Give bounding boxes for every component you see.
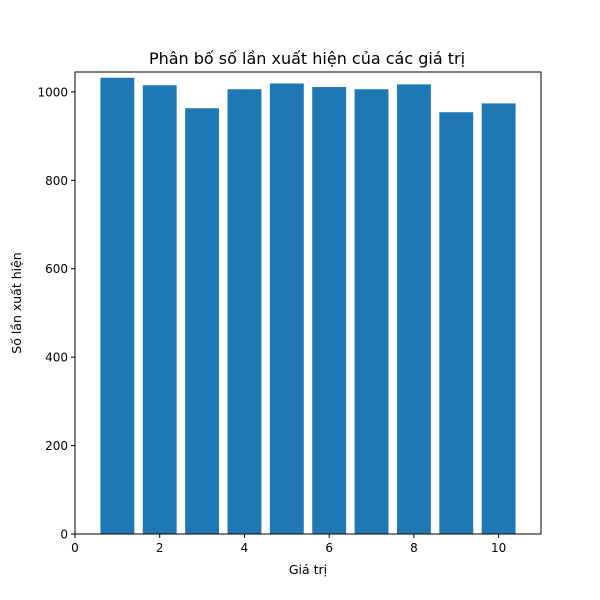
x-axis-label: Giá trị xyxy=(289,562,327,577)
bar-6 xyxy=(312,87,347,534)
y-tick-label: 200 xyxy=(45,439,68,453)
x-tick-label: 6 xyxy=(325,541,333,555)
plot-frame xyxy=(74,71,542,535)
bar-8 xyxy=(396,84,431,534)
bar-10 xyxy=(481,103,516,534)
bar-7 xyxy=(354,89,389,535)
x-axis-ticks: 0 2 4 6 8 10 xyxy=(71,534,506,555)
x-tick-label: 4 xyxy=(241,541,249,555)
bar-2 xyxy=(142,85,177,534)
bars-group xyxy=(100,77,516,535)
chart-title: Phân bố số lần xuất hiện của các giá trị xyxy=(149,49,465,68)
y-tick-label: 0 xyxy=(60,528,68,542)
bar-5 xyxy=(269,83,304,535)
x-tick-label: 0 xyxy=(71,541,79,555)
y-axis-ticks: 0 200 400 600 800 1000 xyxy=(37,85,75,542)
y-tick-label: 800 xyxy=(45,174,68,188)
x-tick-label: 8 xyxy=(410,541,418,555)
x-tick-label: 10 xyxy=(491,541,506,555)
y-tick-label: 1000 xyxy=(37,85,68,99)
y-axis-label: Số lần xuất hiện xyxy=(9,252,24,353)
bar-4 xyxy=(227,89,262,535)
x-tick-label: 2 xyxy=(156,541,164,555)
bar-1 xyxy=(100,77,135,534)
bar-9 xyxy=(439,112,474,534)
y-tick-label: 600 xyxy=(45,262,68,276)
y-tick-label: 400 xyxy=(45,351,68,365)
bar-3 xyxy=(185,108,220,534)
